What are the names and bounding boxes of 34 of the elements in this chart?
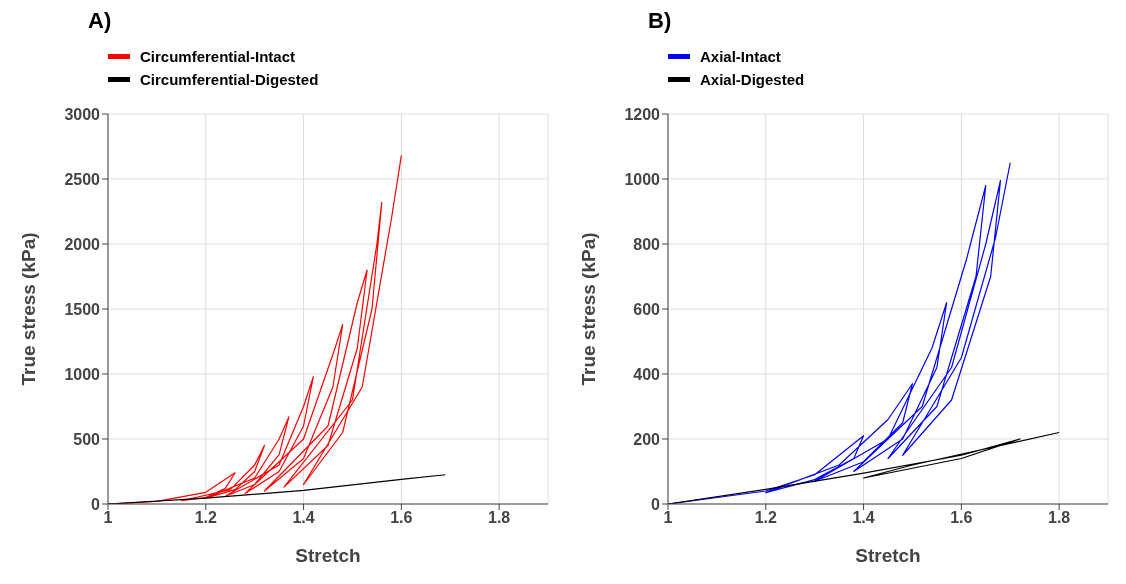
x-tick-label: 1.2	[754, 509, 777, 527]
y-tick-label: 1500	[64, 300, 101, 318]
y-tick-label: 2500	[64, 170, 101, 188]
y-tick-label: 1000	[64, 365, 101, 383]
x-tick-label: 1.8	[487, 509, 511, 527]
legend-label: Axial-Digested	[700, 71, 805, 88]
y-tick-label: 0	[651, 495, 661, 513]
x-tick-label: 1	[663, 509, 673, 527]
y-tick-label: 1200	[624, 105, 661, 123]
y-axis-title: True stress (kPa)	[577, 232, 599, 386]
y-axis-title: True stress (kPa)	[17, 232, 39, 386]
y-tick-label: 400	[633, 365, 661, 383]
y-tick-label: 0	[91, 495, 101, 513]
legend-label: Axial-Intact	[700, 48, 781, 65]
y-tick-label: 600	[633, 300, 661, 318]
y-tick-label: 3000	[64, 105, 101, 123]
x-tick-label: 1.2	[194, 509, 217, 527]
x-tick-label: 1.4	[852, 509, 875, 527]
legend-label: Circumferential-Intact	[140, 48, 296, 65]
x-tick-label: 1.6	[950, 509, 973, 527]
x-axis-title: Stretch	[855, 545, 921, 566]
x-axis-title: Stretch	[295, 545, 361, 566]
x-tick-label: 1.8	[1047, 509, 1071, 527]
y-tick-label: 800	[633, 235, 661, 253]
y-tick-label: 2000	[64, 235, 101, 253]
chart-title: A)	[87, 8, 113, 35]
x-tick-label: 1.6	[390, 509, 413, 527]
x-tick-label: 1.4	[292, 509, 315, 527]
chart-title: B)	[647, 8, 673, 35]
x-tick-label: 1	[103, 509, 113, 527]
legend-label: Circumferential-Digested	[140, 71, 319, 88]
y-tick-label: 1000	[624, 170, 661, 188]
y-tick-label: 200	[633, 430, 661, 448]
y-tick-label: 500	[73, 430, 101, 448]
